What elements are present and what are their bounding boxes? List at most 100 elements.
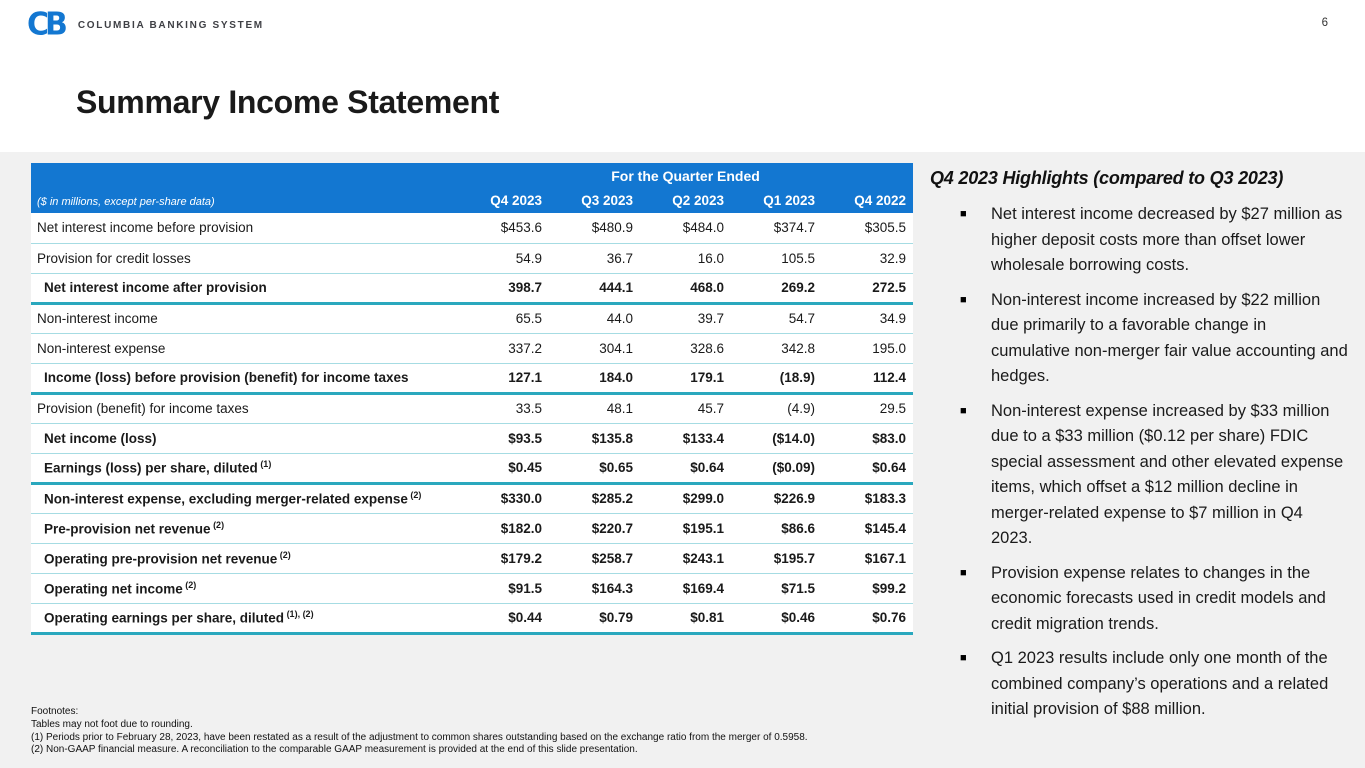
footnote-line: (2) Non-GAAP financial measure. A reconc… bbox=[31, 744, 638, 756]
cell-value: 468.0 bbox=[640, 273, 731, 305]
footnote-ref: (1) bbox=[257, 459, 272, 470]
cell-value: $169.4 bbox=[640, 573, 731, 604]
footnotes: Footnotes: Tables may not foot due to rou… bbox=[31, 706, 891, 757]
highlight-bullet: ■ Net interest income decreased by $27 mi… bbox=[960, 202, 1348, 279]
cell-value: 337.2 bbox=[458, 333, 549, 364]
cell-value: ($14.0) bbox=[731, 423, 822, 454]
bullet-text: Net interest income decreased by $27 mil… bbox=[991, 205, 1343, 274]
cell-value: 269.2 bbox=[731, 273, 822, 305]
cell-value: $167.1 bbox=[822, 543, 914, 574]
row-label: Provision for credit losses bbox=[31, 243, 458, 274]
cell-value: (18.9) bbox=[731, 363, 822, 395]
cell-value: $0.81 bbox=[640, 603, 731, 635]
table-row: Earnings (loss) per share, diluted (1) $0… bbox=[31, 453, 914, 485]
cell-value: $330.0 bbox=[458, 483, 549, 514]
column-header: Q4 2023 bbox=[458, 185, 549, 213]
row-label: Non-interest income bbox=[31, 303, 458, 334]
cell-value: 34.9 bbox=[822, 303, 914, 334]
cell-value: $195.7 bbox=[731, 543, 822, 574]
bullet-square-icon: ■ bbox=[960, 566, 967, 579]
row-label: Income (loss) before provision (benefit)… bbox=[31, 363, 458, 395]
cell-value: $484.0 bbox=[640, 213, 731, 244]
footnote-ref: (2) bbox=[210, 519, 225, 530]
bullet-text: Non-interest expense increased by $33 mi… bbox=[991, 401, 1344, 548]
cell-value: $93.5 bbox=[458, 423, 549, 454]
cell-value: $0.45 bbox=[458, 453, 549, 485]
cell-value: 54.9 bbox=[458, 243, 549, 274]
bullet-square-icon: ■ bbox=[960, 404, 967, 417]
row-label: Earnings (loss) per share, diluted (1) bbox=[31, 453, 458, 485]
cell-value: $220.7 bbox=[549, 513, 640, 544]
cell-value: $195.1 bbox=[640, 513, 731, 544]
table-row: Net interest income before provision $453… bbox=[31, 213, 914, 244]
column-header: Q3 2023 bbox=[549, 185, 640, 213]
cell-value: $71.5 bbox=[731, 573, 822, 604]
cell-value: $453.6 bbox=[458, 213, 549, 244]
span-header: For the Quarter Ended bbox=[458, 163, 914, 185]
row-label: Pre-provision net revenue (2) bbox=[31, 513, 458, 544]
cell-value: 184.0 bbox=[549, 363, 640, 395]
footnote-line: Tables may not foot due to rounding. bbox=[31, 718, 193, 730]
cell-value: 44.0 bbox=[549, 303, 640, 334]
cell-value: (4.9) bbox=[731, 393, 822, 424]
cell-value: $374.7 bbox=[731, 213, 822, 244]
cell-value: $0.65 bbox=[549, 453, 640, 485]
highlight-bullet: ■ Provision expense relates to changes in… bbox=[960, 561, 1348, 638]
table-row: Operating pre-provision net revenue (2) $… bbox=[31, 543, 914, 574]
cell-value: 29.5 bbox=[822, 393, 914, 424]
cell-value: $135.8 bbox=[549, 423, 640, 454]
cell-value: $179.2 bbox=[458, 543, 549, 574]
cell-value: 16.0 bbox=[640, 243, 731, 274]
table-column-header-row: ($ in millions, except per-share data) Q… bbox=[31, 185, 914, 213]
table-row: Provision (benefit) for income taxes 33.5… bbox=[31, 393, 914, 424]
column-header: Q2 2023 bbox=[640, 185, 731, 213]
bullet-text: Q1 2023 results include only one month o… bbox=[991, 649, 1329, 718]
highlight-bullet: ■ Q1 2023 results include only one month … bbox=[960, 646, 1348, 723]
logo: CB COLUMBIA BANKING SYSTEM bbox=[27, 6, 264, 43]
cell-value: 444.1 bbox=[549, 273, 640, 305]
cell-value: $285.2 bbox=[549, 483, 640, 514]
table-row: Pre-provision net revenue (2) $182.0 $220.… bbox=[31, 513, 914, 544]
row-label: Net interest income before provision bbox=[31, 213, 458, 244]
cell-value: 304.1 bbox=[549, 333, 640, 364]
cell-value: $145.4 bbox=[822, 513, 914, 544]
highlights-list: ■ Net interest income decreased by $27 mi… bbox=[930, 202, 1348, 723]
income-statement-table: For the Quarter Ended ($ in millions, ex… bbox=[31, 163, 914, 635]
row-label: Provision (benefit) for income taxes bbox=[31, 393, 458, 424]
row-label: Operating net income (2) bbox=[31, 573, 458, 604]
cell-value: 112.4 bbox=[822, 363, 914, 395]
cell-value: $99.2 bbox=[822, 573, 914, 604]
footnote-ref: (2) bbox=[182, 579, 197, 590]
footnote-line: (1) Periods prior to February 28, 2023, … bbox=[31, 731, 808, 743]
cell-value: 54.7 bbox=[731, 303, 822, 334]
highlight-bullet: ■ Non-interest income increased by $22 mi… bbox=[960, 288, 1348, 390]
cell-value: $182.0 bbox=[458, 513, 549, 544]
cell-value: 33.5 bbox=[458, 393, 549, 424]
row-label: Net interest income after provision bbox=[31, 273, 458, 305]
bullet-text: Non-interest income increased by $22 mil… bbox=[991, 290, 1348, 386]
cell-value: $0.64 bbox=[640, 453, 731, 485]
empty-header-cell bbox=[31, 163, 458, 185]
table-row: Net interest income after provision 398.7… bbox=[31, 273, 914, 305]
company-logo-icon: CB bbox=[27, 6, 68, 43]
cell-value: $91.5 bbox=[458, 573, 549, 604]
cell-value: $0.79 bbox=[549, 603, 640, 635]
row-label: Net income (loss) bbox=[31, 423, 458, 454]
company-name: COLUMBIA BANKING SYSTEM bbox=[77, 19, 264, 31]
cell-value: $0.46 bbox=[731, 603, 822, 635]
row-label: Non-interest expense, excluding merger-r… bbox=[31, 483, 458, 514]
cell-value: 179.1 bbox=[640, 363, 731, 395]
cell-value: $258.7 bbox=[549, 543, 640, 574]
footnote-ref: (2) bbox=[277, 549, 291, 560]
bullet-square-icon: ■ bbox=[960, 208, 967, 220]
table-row: Non-interest expense, excluding merger-r… bbox=[31, 483, 914, 514]
table-row: Provision for credit losses 54.9 36.7 16.0 1… bbox=[31, 243, 914, 274]
footnote-ref: (2) bbox=[407, 490, 422, 501]
cell-value: $0.44 bbox=[458, 603, 549, 635]
page-title: Summary Income Statement bbox=[76, 84, 500, 120]
table-span-header-row: For the Quarter Ended bbox=[31, 163, 914, 185]
cell-value: $83.0 bbox=[822, 423, 914, 454]
cell-value: $0.64 bbox=[822, 453, 914, 485]
cell-value: 32.9 bbox=[822, 243, 914, 274]
